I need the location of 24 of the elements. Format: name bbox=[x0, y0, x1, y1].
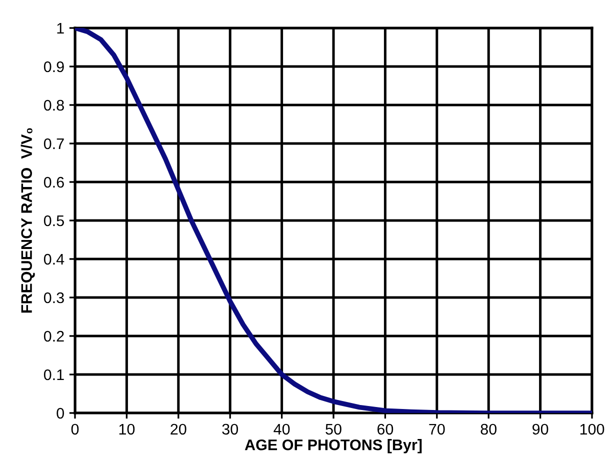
y-tick-label: 0.5 bbox=[44, 215, 64, 226]
x-tick-label: 50 bbox=[326, 424, 342, 435]
x-tick-label: 70 bbox=[429, 424, 445, 435]
y-axis-title: FREQUENCY RATIO V/V₀ bbox=[20, 128, 35, 313]
x-tick-label: 10 bbox=[119, 424, 135, 435]
y-tick-label: 0.1 bbox=[44, 369, 64, 380]
y-tick-label: 0.2 bbox=[44, 330, 64, 342]
y-tick-label: 0.9 bbox=[44, 61, 64, 72]
y-tick-label: 0.7 bbox=[44, 138, 64, 150]
y-tick-label: 1 bbox=[57, 23, 64, 34]
x-tick-label: 20 bbox=[170, 424, 186, 435]
x-tick-label: 80 bbox=[480, 424, 496, 435]
y-tick-label: 0 bbox=[56, 408, 64, 419]
x-tick-label: 30 bbox=[222, 424, 238, 435]
x-tick-label: 40 bbox=[274, 424, 290, 435]
x-tick-label: 100 bbox=[580, 424, 604, 435]
y-tick-label: 0.6 bbox=[44, 176, 64, 188]
x-tick-label: 0 bbox=[71, 424, 79, 435]
x-axis-title: AGE OF PHOTONS [Byr] bbox=[244, 439, 422, 454]
y-tick-label: 0.4 bbox=[44, 254, 64, 265]
y-tick-label: 0.8 bbox=[44, 100, 64, 111]
y-tick-label: 0.3 bbox=[44, 292, 64, 304]
x-tick-label: 90 bbox=[532, 424, 548, 435]
x-tick-label: 60 bbox=[377, 424, 394, 435]
